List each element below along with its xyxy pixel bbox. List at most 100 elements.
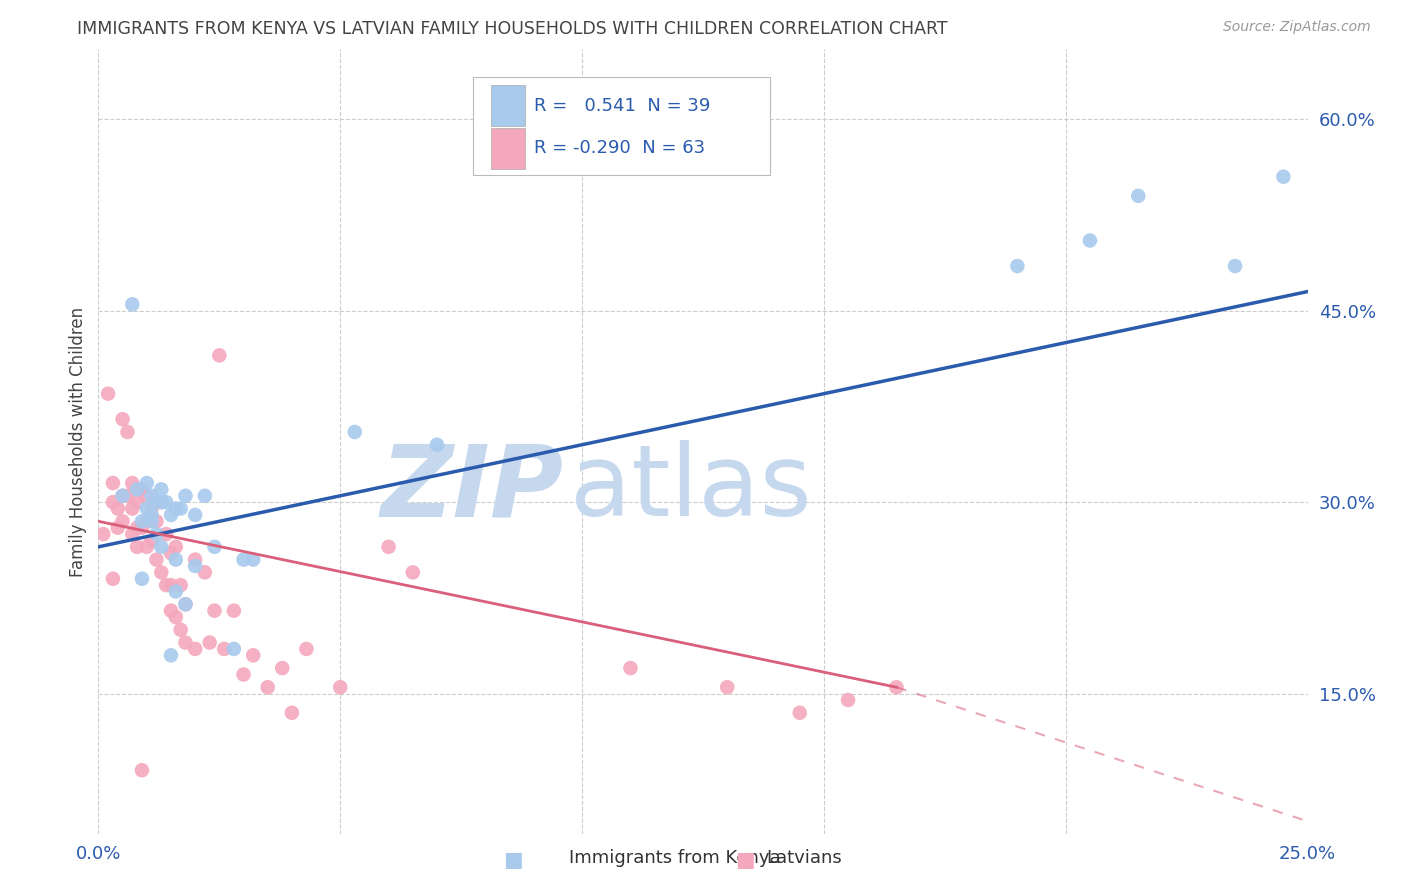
Point [208, 348, 231, 362]
Point [111, 489, 134, 503]
Point [160, 648, 183, 663]
FancyBboxPatch shape [492, 128, 526, 169]
Point [295, 642, 318, 657]
Point [127, 521, 149, 535]
Point [150, 483, 173, 497]
Point [271, 661, 294, 675]
Point [886, 680, 908, 694]
Point [165, 552, 187, 566]
Point [111, 514, 134, 528]
FancyBboxPatch shape [492, 86, 526, 126]
Point [131, 514, 153, 528]
Point [165, 540, 187, 554]
Point [135, 476, 157, 491]
Point [160, 508, 183, 522]
Point [1128, 189, 1150, 203]
Point [135, 514, 157, 528]
Text: IMMIGRANTS FROM KENYA VS LATVIAN FAMILY HOUSEHOLDS WITH CHILDREN CORRELATION CHA: IMMIGRANTS FROM KENYA VS LATVIAN FAMILY … [77, 20, 948, 37]
Text: R = -0.290  N = 63: R = -0.290 N = 63 [534, 139, 704, 157]
Point [169, 623, 191, 637]
Text: Immigrants from Kenya: Immigrants from Kenya [569, 849, 782, 867]
Point [127, 483, 149, 497]
Point [1007, 259, 1029, 273]
Point [150, 566, 173, 580]
Text: atlas: atlas [569, 440, 811, 537]
Point [402, 566, 425, 580]
Point [111, 489, 134, 503]
Point [131, 572, 153, 586]
Point [174, 489, 197, 503]
Y-axis label: Family Households with Children: Family Households with Children [69, 307, 87, 576]
Point [837, 693, 859, 707]
Point [169, 501, 191, 516]
Point [1272, 169, 1295, 184]
Point [97, 386, 120, 401]
Point [150, 495, 173, 509]
Point [135, 540, 157, 554]
Point [150, 495, 173, 509]
Text: ZIP: ZIP [381, 440, 564, 537]
Point [204, 604, 226, 618]
Point [101, 572, 124, 586]
Point [174, 635, 197, 649]
Point [160, 604, 183, 618]
Point [121, 527, 143, 541]
Point [619, 661, 641, 675]
Point [101, 495, 124, 509]
Point [121, 476, 143, 491]
Point [1078, 234, 1101, 248]
Point [194, 489, 217, 503]
Point [169, 578, 191, 592]
Point [256, 680, 278, 694]
Point [184, 552, 207, 566]
Point [121, 297, 143, 311]
Point [101, 476, 124, 491]
Point [281, 706, 304, 720]
Point [111, 412, 134, 426]
Point [232, 667, 254, 681]
Point [145, 552, 167, 566]
Point [165, 584, 187, 599]
Point [155, 578, 177, 592]
Point [547, 157, 569, 171]
Point [117, 425, 139, 439]
Point [343, 425, 366, 439]
Point [135, 501, 157, 516]
Point [198, 635, 221, 649]
Point [150, 540, 173, 554]
Point [127, 495, 149, 509]
Point [141, 508, 163, 522]
Point [160, 546, 183, 560]
Point [184, 642, 207, 657]
Point [377, 540, 399, 554]
Text: Source: ZipAtlas.com: Source: ZipAtlas.com [1223, 20, 1371, 34]
Point [107, 521, 129, 535]
Point [135, 489, 157, 503]
Point [145, 527, 167, 541]
Point [91, 527, 114, 541]
Point [165, 610, 187, 624]
Point [160, 578, 183, 592]
Point [141, 514, 163, 528]
Text: ■: ■ [503, 850, 523, 870]
Point [184, 508, 207, 522]
Point [165, 501, 187, 516]
Point [242, 552, 264, 566]
Point [155, 495, 177, 509]
Point [1223, 259, 1246, 273]
Point [107, 501, 129, 516]
Point [194, 566, 217, 580]
Point [212, 642, 235, 657]
Point [232, 552, 254, 566]
Point [131, 521, 153, 535]
Point [204, 540, 226, 554]
Point [121, 501, 143, 516]
Point [145, 514, 167, 528]
Point [131, 483, 153, 497]
Point [426, 438, 449, 452]
Point [184, 559, 207, 574]
Point [117, 489, 139, 503]
Point [141, 489, 163, 503]
Point [174, 597, 197, 611]
Point [329, 680, 352, 694]
